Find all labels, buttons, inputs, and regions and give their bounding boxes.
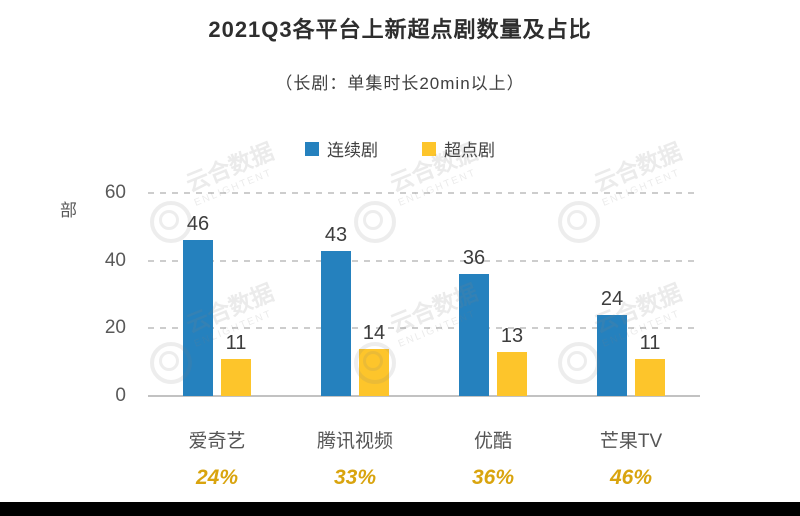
bar-超点剧-爱奇艺 [221, 358, 251, 396]
bar-连续剧-芒果TV [597, 314, 627, 396]
percentage-label-芒果TV: 46% [609, 466, 653, 489]
x-axis-label-腾讯视频: 腾讯视频 [316, 431, 393, 452]
bar-超点剧-优酷 [497, 352, 527, 396]
plot-area: 46 11 43 14 36 13 24 11 [148, 192, 700, 397]
bar-连续剧-优酷 [459, 274, 489, 396]
x-axis-label-爱奇艺: 爱奇艺 [188, 431, 246, 452]
y-tick-label: 40 [104, 249, 126, 271]
gridline-60 [148, 192, 700, 194]
bar-value-label: 13 [500, 325, 524, 348]
legend-swatch [422, 141, 436, 156]
bar-连续剧-爱奇艺 [183, 240, 213, 396]
x-axis-line [148, 395, 700, 397]
gridline-40 [148, 259, 700, 262]
chart-subtitle: （长剧：单集时长20min以上） [275, 74, 525, 93]
footer-black-bar [0, 502, 800, 516]
legend-swatch [305, 141, 319, 156]
bar-超点剧-芒果TV [635, 358, 665, 396]
bar-超点剧-腾讯视频 [359, 348, 389, 396]
bar-value-label: 46 [186, 213, 210, 236]
legend-label: 连续剧 [327, 141, 378, 160]
bar-value-label: 36 [462, 247, 486, 270]
chart-title: 2021Q3各平台上新超点剧数量及占比 [208, 17, 592, 42]
y-axis-unit-label: 部 [60, 201, 77, 220]
x-axis-label-优酷: 优酷 [473, 431, 512, 452]
y-tick-label: 20 [104, 317, 126, 339]
y-tick-label: 0 [115, 385, 126, 406]
gridline-20 [148, 327, 700, 330]
legend-label: 超点剧 [444, 141, 495, 160]
legend-item-lianxuju: 连续剧 [305, 136, 378, 161]
percentage-label-爱奇艺: 24% [195, 466, 239, 489]
percentage-label-优酷: 36% [471, 466, 515, 489]
bar-value-label: 24 [600, 287, 624, 310]
percentage-label-腾讯视频: 33% [333, 466, 377, 489]
y-tick-label: 60 [104, 182, 126, 203]
x-axis-label-芒果TV: 芒果TV [599, 431, 663, 452]
bar-value-label: 11 [639, 331, 661, 354]
bar-value-label: 14 [362, 321, 386, 344]
bar-value-label: 43 [324, 223, 348, 246]
bar-连续剧-腾讯视频 [321, 250, 351, 396]
chart-legend: 连续剧 超点剧 [0, 136, 800, 161]
legend-item-chaodianju: 超点剧 [422, 136, 495, 161]
bar-value-label: 11 [225, 331, 247, 354]
